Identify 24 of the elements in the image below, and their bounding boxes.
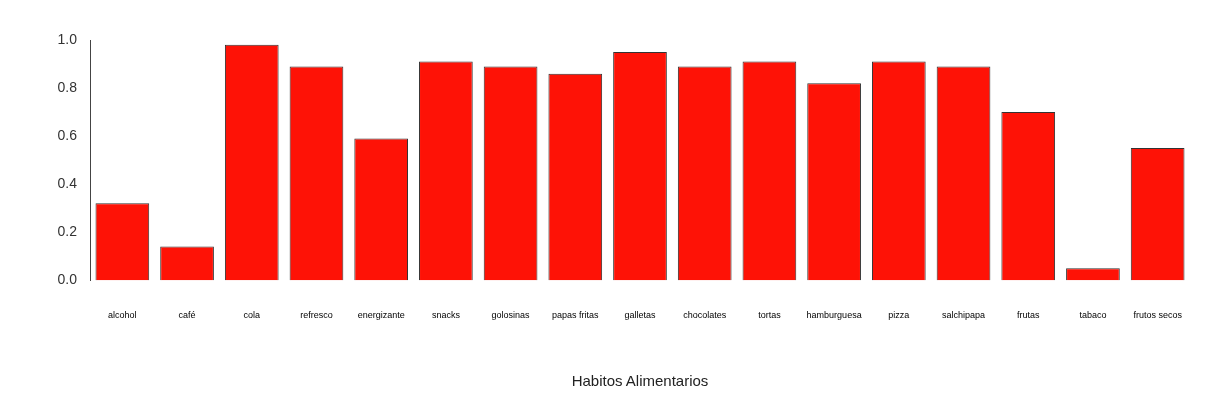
x-tick-label: alcohol: [108, 310, 137, 321]
y-tick-label: 0.4: [57, 174, 78, 191]
y-tick-label: 0.2: [57, 223, 78, 240]
x-tick-label: snacks: [431, 310, 461, 321]
y-tick-label: 0.0: [57, 271, 78, 288]
x-tick-label: salchipapa: [942, 310, 986, 321]
x-tick-label: tabaco: [1079, 310, 1107, 321]
x-tick-label: chocolates: [683, 310, 727, 321]
x-tick-label: hamburguesa: [806, 310, 862, 321]
x-tick-label: galletas: [624, 310, 657, 321]
x-tick-label: papas fritas: [552, 310, 600, 321]
x-tick-label: cola: [243, 310, 261, 321]
x-tick-label: frutos secos: [1133, 310, 1183, 321]
x-tick-label: café: [178, 310, 196, 321]
y-tick-label: 0.6: [57, 126, 78, 143]
x-axis-title: Habitos Alimentarios: [571, 372, 709, 390]
x-tick-label: pizza: [888, 310, 910, 321]
x-tick-label: golosinas: [491, 310, 531, 321]
y-tick-label: 0.8: [57, 78, 78, 95]
x-tick-label: frutas: [1016, 310, 1040, 321]
x-tick-label: refresco: [300, 310, 333, 321]
x-tick-label: tortas: [758, 310, 782, 321]
x-tick-label: energizante: [357, 310, 405, 321]
y-tick-label: 1.0: [57, 30, 78, 47]
